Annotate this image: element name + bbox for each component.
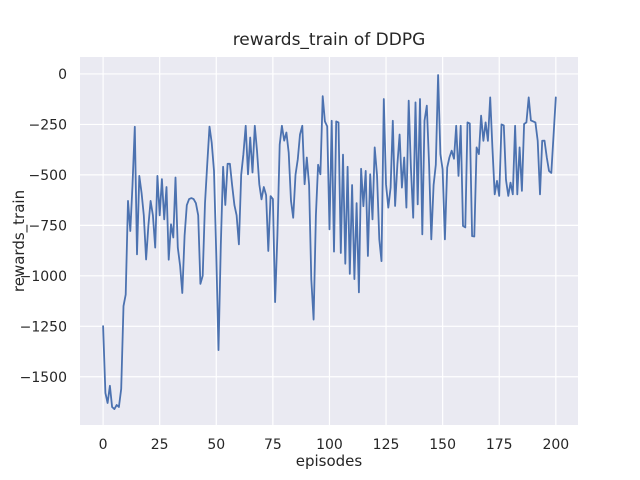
- y-tick-label: −1250: [20, 319, 67, 335]
- y-tick-label: −1000: [20, 269, 67, 285]
- y-tick-label: −250: [29, 117, 67, 133]
- series-line: [102, 74, 557, 411]
- chart-title: rewards_train of DDPG: [232, 30, 426, 50]
- x-tick-label: 125: [373, 437, 400, 453]
- y-tick-label: −500: [29, 168, 67, 184]
- x-axis-label: episodes: [295, 452, 363, 470]
- x-tick-label: 50: [207, 437, 225, 453]
- y-tick-label: −750: [29, 218, 67, 234]
- x-tick-label: 0: [99, 437, 108, 453]
- x-tick-label: 150: [429, 437, 456, 453]
- y-tick-label: 0: [58, 67, 67, 83]
- x-tick-label: 100: [316, 437, 343, 453]
- y-tick-label: −1500: [20, 370, 67, 386]
- x-tick-label: 200: [542, 437, 569, 453]
- x-tick-label: 75: [264, 437, 282, 453]
- x-tick-label: 25: [151, 437, 169, 453]
- x-tick-label: 175: [486, 437, 513, 453]
